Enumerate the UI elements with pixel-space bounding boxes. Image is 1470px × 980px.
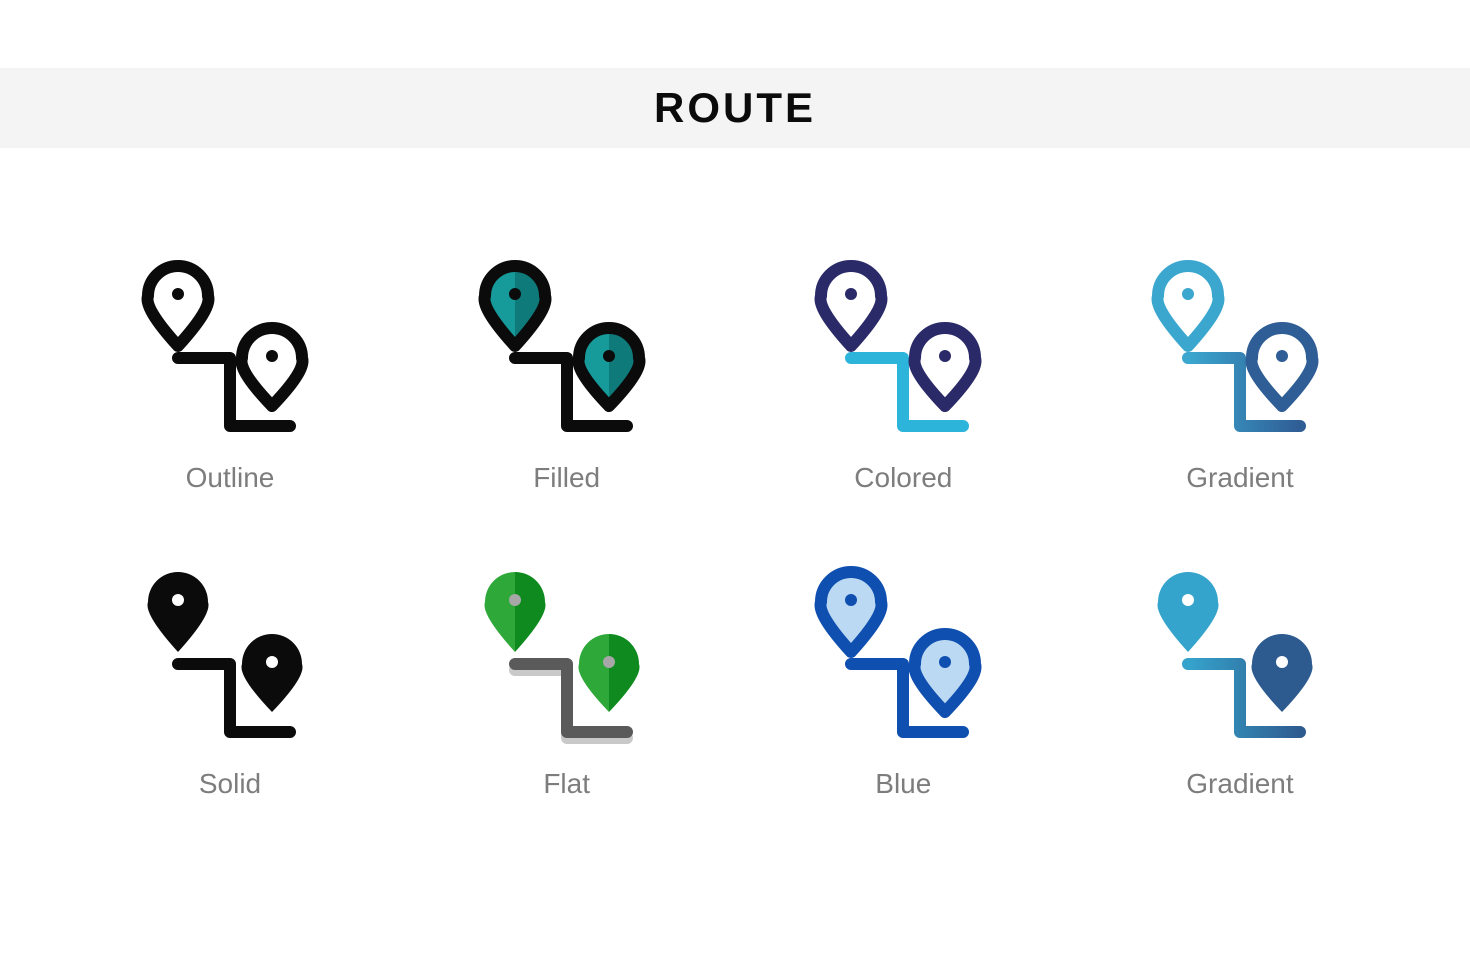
icon-variant-solid: Solid: [110, 564, 350, 800]
variant-label: Gradient: [1186, 768, 1293, 800]
route-icon: [803, 564, 1003, 754]
icon-variant-blue: Blue: [783, 564, 1023, 800]
variant-label: Flat: [543, 768, 590, 800]
variant-label: Filled: [533, 462, 600, 494]
icon-grid: Outline Filled Colored Gradient Solid Flat Bl…: [0, 148, 1470, 800]
icon-variant-outline: Outline: [110, 258, 350, 494]
icon-variant-gradient2: Gradient: [1120, 564, 1360, 800]
pin-icon: [241, 328, 302, 406]
route-icon: [467, 258, 667, 448]
pin-dot: [603, 656, 615, 668]
variant-label: Gradient: [1186, 462, 1293, 494]
icon-variant-gradient1: Gradient: [1120, 258, 1360, 494]
pin-dot: [1276, 350, 1288, 362]
pin-icon: [821, 572, 882, 652]
pin-dot: [845, 288, 857, 300]
pin-dot: [1182, 594, 1194, 606]
pin-dot: [509, 288, 521, 300]
pin-icon: [915, 634, 976, 712]
pin-dot: [172, 594, 184, 606]
route-icon: [467, 564, 667, 754]
route-icon: [803, 258, 1003, 448]
pin-icon: [1251, 328, 1312, 406]
route-icon: [130, 564, 330, 754]
page-title: ROUTE: [654, 84, 816, 132]
route-icon: [1140, 258, 1340, 448]
pin-dot: [266, 656, 278, 668]
pin-icon: [147, 572, 208, 652]
pin-dot: [1276, 656, 1288, 668]
pin-icon: [147, 266, 208, 346]
pin-dot: [603, 350, 615, 362]
pin-icon: [1157, 572, 1218, 652]
route-icon: [130, 258, 330, 448]
variant-label: Colored: [854, 462, 952, 494]
pin-dot: [1182, 288, 1194, 300]
pin-dot: [939, 656, 951, 668]
pin-icon: [1251, 634, 1312, 712]
pin-dot: [845, 594, 857, 606]
pin-icon: [241, 634, 302, 712]
icon-variant-filled: Filled: [447, 258, 687, 494]
pin-dot: [172, 288, 184, 300]
pin-icon: [915, 328, 976, 406]
icon-variant-colored: Colored: [783, 258, 1023, 494]
pin-dot: [509, 594, 521, 606]
variant-label: Solid: [199, 768, 261, 800]
route-icon: [1140, 564, 1340, 754]
icon-variant-flat: Flat: [447, 564, 687, 800]
pin-icon: [1157, 266, 1218, 346]
header-bar: ROUTE: [0, 68, 1470, 148]
variant-label: Blue: [875, 768, 931, 800]
pin-icon: [821, 266, 882, 346]
variant-label: Outline: [186, 462, 275, 494]
pin-dot: [939, 350, 951, 362]
pin-dot: [266, 350, 278, 362]
